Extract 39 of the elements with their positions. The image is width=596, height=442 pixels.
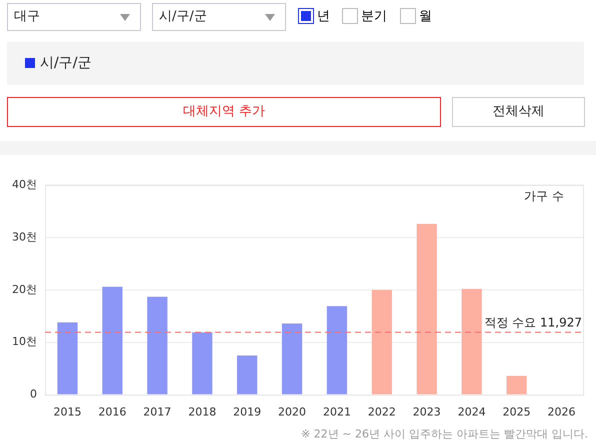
bar [57,322,78,394]
y-tick-label: 0 [30,388,37,401]
y-tick-label: 10천 [12,335,37,348]
text: 년 [317,8,330,25]
x-tick-label: 2015 [53,405,82,418]
text: 대구 [7,3,141,31]
x-tick-label: 2019 [233,405,262,418]
x-tick-label: 2022 [368,405,396,418]
annotation: 가구 수 [524,189,564,204]
bar [192,332,212,394]
bar [282,323,302,394]
x-tick-label: 2020 [278,405,306,418]
text: ※ 22년 ~ 26년 사이 입주하는 아파트는 빨간막대 입니다. [301,427,588,440]
ref-line-label: 적정 수요 11,927 [484,315,582,330]
x-tick-label: 2021 [322,405,351,418]
bar [326,306,348,394]
bar [462,288,482,394]
text: 시/구/군 [152,3,286,31]
bar [237,355,258,394]
y-tick-label: 30천 [12,230,37,244]
x-tick-label: 2016 [98,405,126,418]
x-tick-label: 2017 [143,405,172,418]
x-tick-label: 2025 [502,405,531,418]
x-tick-label: 2024 [458,405,486,418]
y-tick-label: 40천 [12,178,37,191]
bar [147,296,168,394]
bar [506,376,527,394]
x-tick-label: 2018 [188,405,216,418]
text: 월 [419,8,432,25]
x-tick-label: 2023 [412,405,441,418]
text: 시/구/군 [40,54,92,72]
bar [102,286,122,394]
text: 전체삭제 [452,97,585,127]
y-tick-label: 20천 [12,282,37,296]
text: 분기 [361,8,387,25]
x-tick-label: 2026 [548,405,576,418]
bar [372,290,392,394]
text: 대체지역 추가 [7,97,441,127]
bar [416,224,437,394]
